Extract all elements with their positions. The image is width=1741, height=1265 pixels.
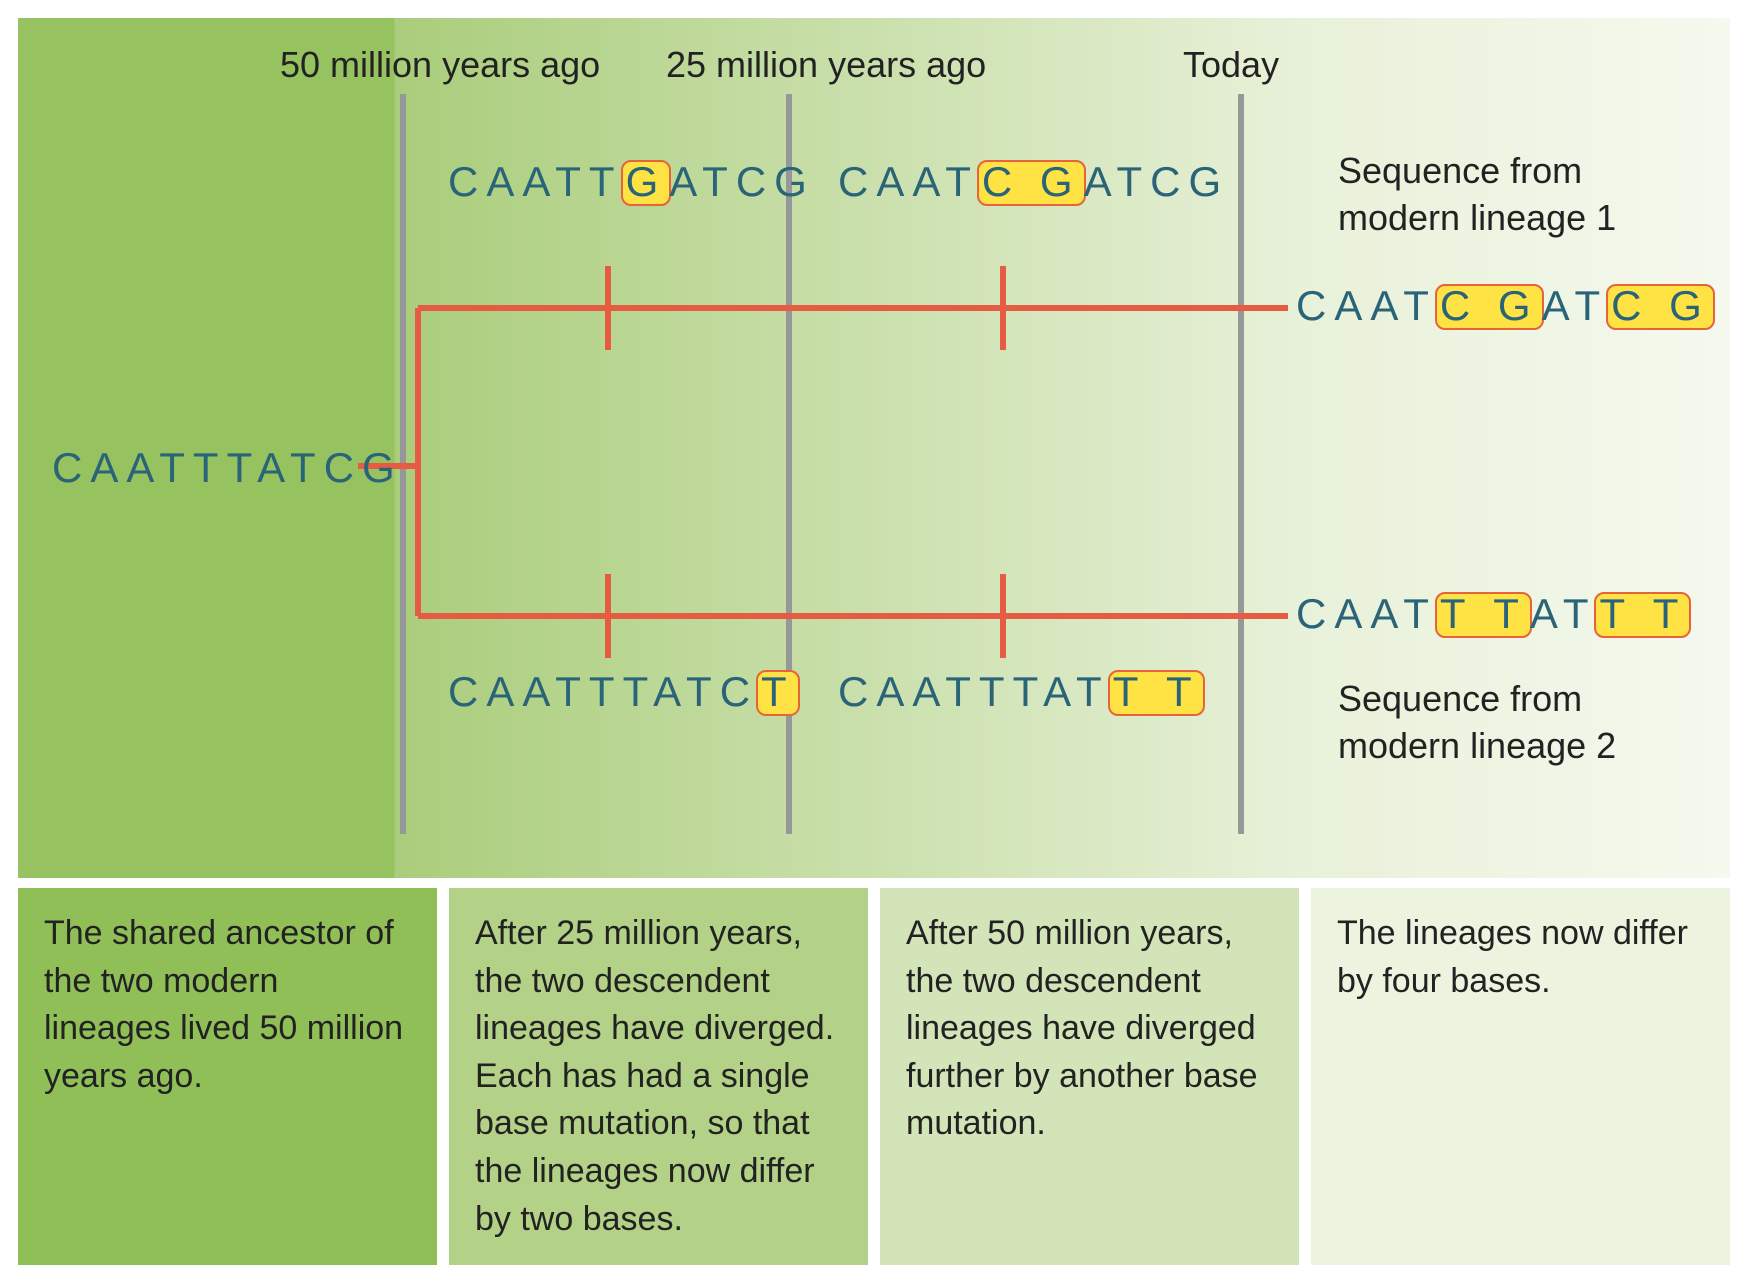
lineage2-seq-50mya: CAATTTATCT xyxy=(448,668,798,716)
lineage2-label-text: Sequence from modern lineage 2 xyxy=(1338,678,1616,766)
lineage1-label-text: Sequence from modern lineage 1 xyxy=(1338,150,1616,238)
ancestor-sequence: CAATTTATCG xyxy=(52,444,403,492)
time-label-0: 50 million years ago xyxy=(280,44,600,86)
lineage2-label: Sequence from modern lineage 2 xyxy=(1338,676,1616,770)
lineage2-seq-25mya: CAATTTATT T xyxy=(838,668,1203,716)
caption-2: After 50 million years, the two descende… xyxy=(880,888,1299,1265)
time-label-1: 25 million years ago xyxy=(666,44,986,86)
caption-1: After 25 million years, the two descende… xyxy=(449,888,868,1265)
lineage1-seq-50mya: CAATTGATCG xyxy=(448,158,815,206)
evolution-diagram: 50 million years ago 25 million years ag… xyxy=(18,18,1730,878)
lineage1-label: Sequence from modern lineage 1 xyxy=(1338,148,1616,242)
lineage1-seq-25mya: CAATC GATCG xyxy=(838,158,1229,206)
lineage1-seq-today: CAATC GATC G xyxy=(1296,282,1713,330)
timeline-divider-2 xyxy=(1238,94,1244,834)
caption-3: The lineages now differ by four bases. xyxy=(1311,888,1730,1265)
caption-0: The shared ancestor of the two modern li… xyxy=(18,888,437,1265)
time-label-2: Today xyxy=(1183,44,1279,86)
lineage2-seq-today: CAATT TATT T xyxy=(1296,590,1689,638)
caption-row: The shared ancestor of the two modern li… xyxy=(18,888,1730,1265)
